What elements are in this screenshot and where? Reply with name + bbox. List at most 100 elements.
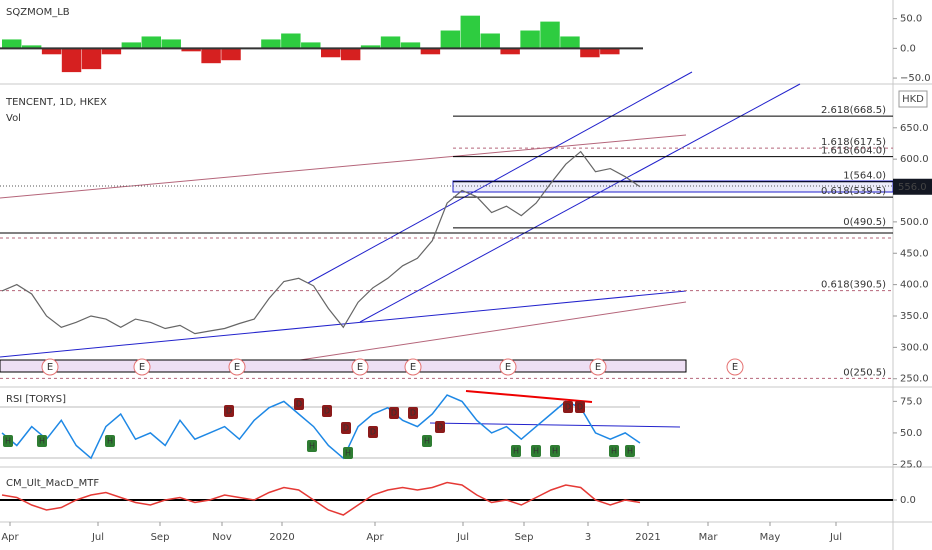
rsi-marker [105,435,115,447]
x-tick-label: Apr [1,532,19,543]
y-tick-label: −50.0 [900,73,931,84]
rsi-marker-label: D [391,409,397,418]
rsi-marker [609,445,619,457]
momentum-bar [500,48,520,55]
momentum-bar [181,48,201,52]
currency-box[interactable] [898,90,928,108]
symbol-label: TENCENT, 1D, HKEX [5,97,107,108]
earnings-marker [351,358,369,376]
rsi-marker [531,445,541,457]
momentum-bar [400,42,421,49]
rsi-marker [408,407,418,419]
x-tick-label: 2021 [635,532,660,543]
momentum-bar [201,48,221,64]
earnings-label: E [410,362,416,373]
earnings-marker [589,358,607,376]
earnings-marker [499,358,517,376]
fib-label: 0.618(539.5) [821,186,886,197]
fib-label: 1.618(604.0) [821,146,886,157]
earnings-marker [726,358,744,376]
rsi-marker-label: H [552,447,558,456]
fib-label: 1(564.0) [843,171,886,182]
y-tick-label: 500.0 [900,217,929,228]
rsi-marker-label: D [324,407,330,416]
earnings-label: E [357,362,363,373]
fib-label: 0(250.5) [843,367,886,378]
x-tick-label: Apr [366,532,384,543]
momentum-bar [121,42,142,49]
price-line [1,150,641,335]
rsi-marker [550,445,560,457]
rsi-marker [294,398,304,410]
momentum-bar [101,48,122,55]
currency[interactable]: HKD [902,94,924,105]
rsi-marker [575,401,585,413]
y-tick-label: 25.0 [900,459,922,470]
rsi-marker [341,422,351,434]
rsi-marker [343,447,353,459]
momentum-bar [560,36,580,49]
last-price-box [893,178,932,195]
rsi-marker-label: H [533,447,539,456]
earnings-label: E [595,362,601,373]
y-tick-label: 75.0 [900,396,922,407]
y-tick-label: 450.0 [900,248,929,259]
fib-label: 1.618(617.5) [821,137,886,148]
momentum-bar [61,48,82,73]
momentum-bar [41,48,62,55]
momentum-bar [321,48,341,58]
rsi-marker-label: H [611,447,617,456]
rsi-marker [368,426,378,438]
fib-label: 2.618(668.5) [821,105,886,116]
rsi-marker [625,445,635,457]
momentum-bar [161,39,181,49]
rsi-marker-label: H [627,447,633,456]
y-tick-label: 250.0 [900,374,929,385]
fib-label: 0(490.5) [843,217,886,228]
momentum-bar [21,45,42,49]
y-tick-label: 0.0 [900,495,916,506]
momentum-bar [600,48,620,55]
rsi-marker-label: D [410,409,416,418]
rsi-marker [322,405,332,417]
rsi-marker [511,445,521,457]
earnings-label: E [47,362,53,373]
rsi-marker-label: D [343,424,349,433]
x-tick-label: Sep [151,532,170,543]
x-tick-label: 2020 [269,532,294,543]
earnings-label: E [732,362,738,373]
rsi-marker-label: H [5,437,11,446]
x-tick-label: May [760,532,781,543]
momentum-bar [540,21,560,49]
rsi-marker [3,435,13,447]
y-tick-label: 300.0 [900,342,929,353]
rsi-marker-label: H [424,437,430,446]
fib-label: 0.618(390.5) [821,280,886,291]
y-tick-label: 600.0 [900,154,929,165]
rsi-marker [422,435,432,447]
indicator-label: SQZMOM_LB [6,7,70,18]
momentum-bar [221,48,241,61]
momentum-bar [520,30,540,49]
rsi-marker [435,421,445,433]
y-tick-label: 650.0 [900,123,929,134]
x-tick-label: Mar [699,532,719,543]
y-tick-label: 400.0 [900,280,929,291]
earnings-marker [41,358,59,376]
rsi-marker-label: H [39,437,45,446]
earnings-marker [404,358,422,376]
earnings-marker [228,358,246,376]
rsi-marker [224,405,234,417]
momentum-bar [2,39,22,49]
x-tick-label: Nov [212,532,232,543]
rsi-marker-label: D [577,403,583,412]
momentum-bar [380,36,401,49]
momentum-bar [440,30,461,49]
macd-line [1,481,641,516]
indicator-label: RSI [TORYS] [6,394,66,405]
indicator-label: CM_Ult_MacD_MTF [6,478,99,489]
x-tick-label: Jul [456,532,469,543]
y-tick-label: 350.0 [900,311,929,322]
